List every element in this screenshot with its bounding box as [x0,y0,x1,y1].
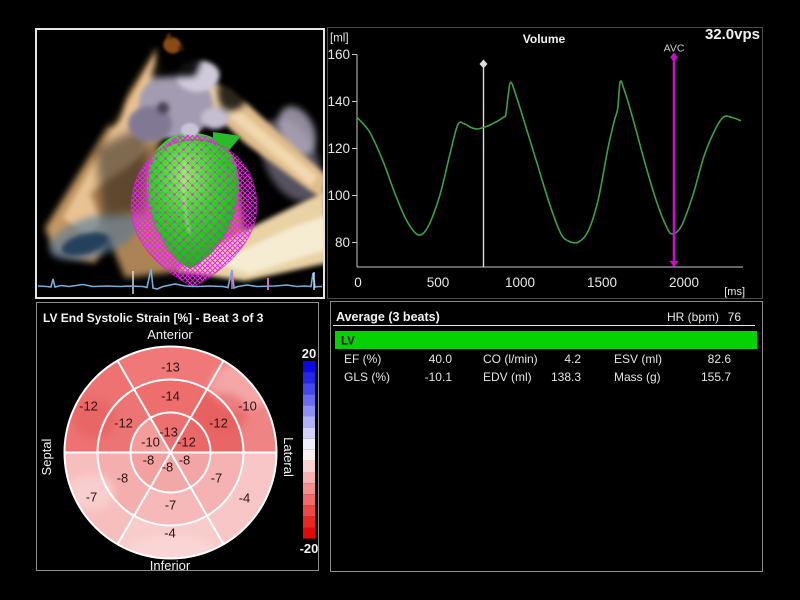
svg-text:EDV (ml): EDV (ml) [483,370,532,384]
svg-text:-4: -4 [164,526,176,541]
svg-text:500: 500 [427,275,450,290]
svg-text:-8: -8 [179,453,191,468]
svg-text:GLS (%): GLS (%) [344,370,390,384]
svg-text:AVC: AVC [664,43,685,55]
svg-text:32.0vps: 32.0vps [705,27,760,43]
svg-text:Anterior: Anterior [147,327,193,342]
svg-text:Volume: Volume [523,32,566,46]
svg-text:82.6: 82.6 [708,352,732,366]
svg-text:EF (%): EF (%) [344,352,381,366]
svg-text:-12: -12 [114,416,133,431]
svg-text:-12: -12 [177,435,196,450]
svg-text:138.3: 138.3 [551,370,581,384]
svg-text:80: 80 [335,235,350,250]
svg-text:-20: -20 [300,541,319,556]
svg-text:-12: -12 [209,416,228,431]
svg-text:-14: -14 [161,389,180,404]
svg-text:1000: 1000 [505,275,535,290]
svg-text:-8: -8 [117,471,129,486]
svg-text:Mass (g): Mass (g) [614,370,661,384]
svg-text:[ms]: [ms] [724,286,745,298]
svg-text:Average (3 beats): Average (3 beats) [336,310,440,324]
svg-text:Inferior: Inferior [150,558,191,571]
svg-text:0: 0 [354,275,362,290]
svg-text:CO (l/min): CO (l/min) [483,352,538,366]
svg-text:-12: -12 [79,399,98,414]
svg-text:-7: -7 [165,498,177,513]
svg-text:-10: -10 [238,399,257,414]
svg-text:HR (bpm): HR (bpm) [667,310,719,324]
svg-text:155.7: 155.7 [701,370,731,384]
svg-text:2000: 2000 [669,275,699,290]
svg-text:100: 100 [327,188,350,203]
svg-text:-10.1: -10.1 [425,370,453,384]
svg-text:20: 20 [302,346,316,361]
svg-text:120: 120 [327,141,350,156]
svg-text:140: 140 [327,94,350,109]
svg-text:-4: -4 [239,491,251,506]
svg-text:-10: -10 [141,435,160,450]
svg-text:ESV (ml): ESV (ml) [614,352,662,366]
svg-text:-13: -13 [161,360,180,375]
svg-text:76: 76 [728,310,742,324]
svg-text:[ml]: [ml] [330,33,349,45]
svg-text:-8: -8 [162,460,174,475]
svg-text:LV End Systolic Strain [%] - B: LV End Systolic Strain [%] - Beat 3 of 3 [43,311,264,325]
svg-text:160: 160 [327,47,350,62]
svg-text:40.0: 40.0 [429,352,453,366]
svg-text:Septal: Septal [39,438,54,475]
svg-text:-8: -8 [143,453,155,468]
svg-text:1500: 1500 [587,275,617,290]
svg-text:-7: -7 [211,471,223,486]
svg-text:LV: LV [341,336,355,348]
svg-text:4.2: 4.2 [564,352,581,366]
svg-text:-13: -13 [159,425,178,440]
svg-text:-7: -7 [86,490,98,505]
svg-text:Lateral: Lateral [281,437,296,477]
